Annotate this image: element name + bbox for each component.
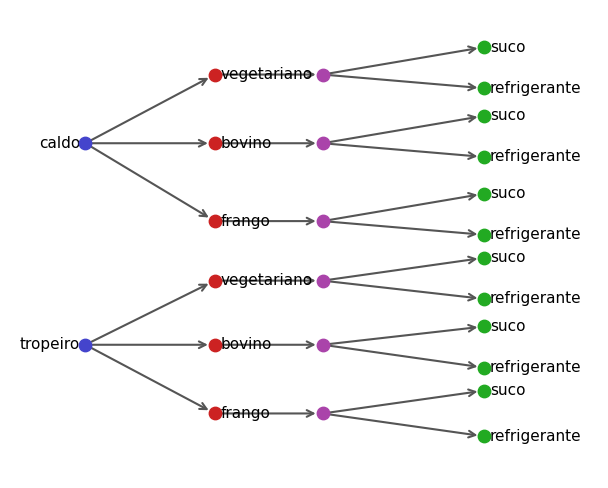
Text: vegetariano: vegetariano (220, 273, 313, 288)
Text: bovino: bovino (220, 136, 272, 151)
Point (480, 386, 489, 394)
Point (480, 254, 489, 262)
Text: refrigerante: refrigerante (490, 81, 581, 96)
Text: suco: suco (490, 383, 525, 398)
Text: refrigerante: refrigerante (490, 360, 581, 375)
Point (210, 409, 219, 417)
Point (210, 277, 219, 285)
Point (480, 153, 489, 161)
Text: refrigerante: refrigerante (490, 227, 581, 243)
Point (480, 323, 489, 330)
Point (480, 231, 489, 239)
Point (318, 341, 328, 348)
Point (318, 277, 328, 285)
Text: suco: suco (490, 250, 525, 265)
Point (480, 432, 489, 440)
Point (480, 364, 489, 371)
Text: refrigerante: refrigerante (490, 429, 581, 444)
Point (480, 84, 489, 92)
Text: caldo: caldo (39, 136, 80, 151)
Point (480, 112, 489, 120)
Text: suco: suco (490, 40, 525, 55)
Text: tropeiro: tropeiro (20, 337, 80, 352)
Point (480, 295, 489, 303)
Point (318, 140, 328, 147)
Point (480, 190, 489, 198)
Point (318, 71, 328, 79)
Point (318, 217, 328, 225)
Text: suco: suco (490, 186, 525, 201)
Text: frango: frango (220, 214, 270, 228)
Point (80, 341, 90, 348)
Text: frango: frango (220, 406, 270, 421)
Text: suco: suco (490, 108, 525, 123)
Text: bovino: bovino (220, 337, 272, 352)
Point (480, 43, 489, 51)
Point (210, 140, 219, 147)
Point (210, 71, 219, 79)
Point (80, 140, 90, 147)
Point (210, 341, 219, 348)
Point (210, 217, 219, 225)
Text: vegetariano: vegetariano (220, 67, 313, 82)
Point (318, 409, 328, 417)
Text: refrigerante: refrigerante (490, 149, 581, 164)
Text: suco: suco (490, 319, 525, 334)
Text: refrigerante: refrigerante (490, 291, 581, 306)
